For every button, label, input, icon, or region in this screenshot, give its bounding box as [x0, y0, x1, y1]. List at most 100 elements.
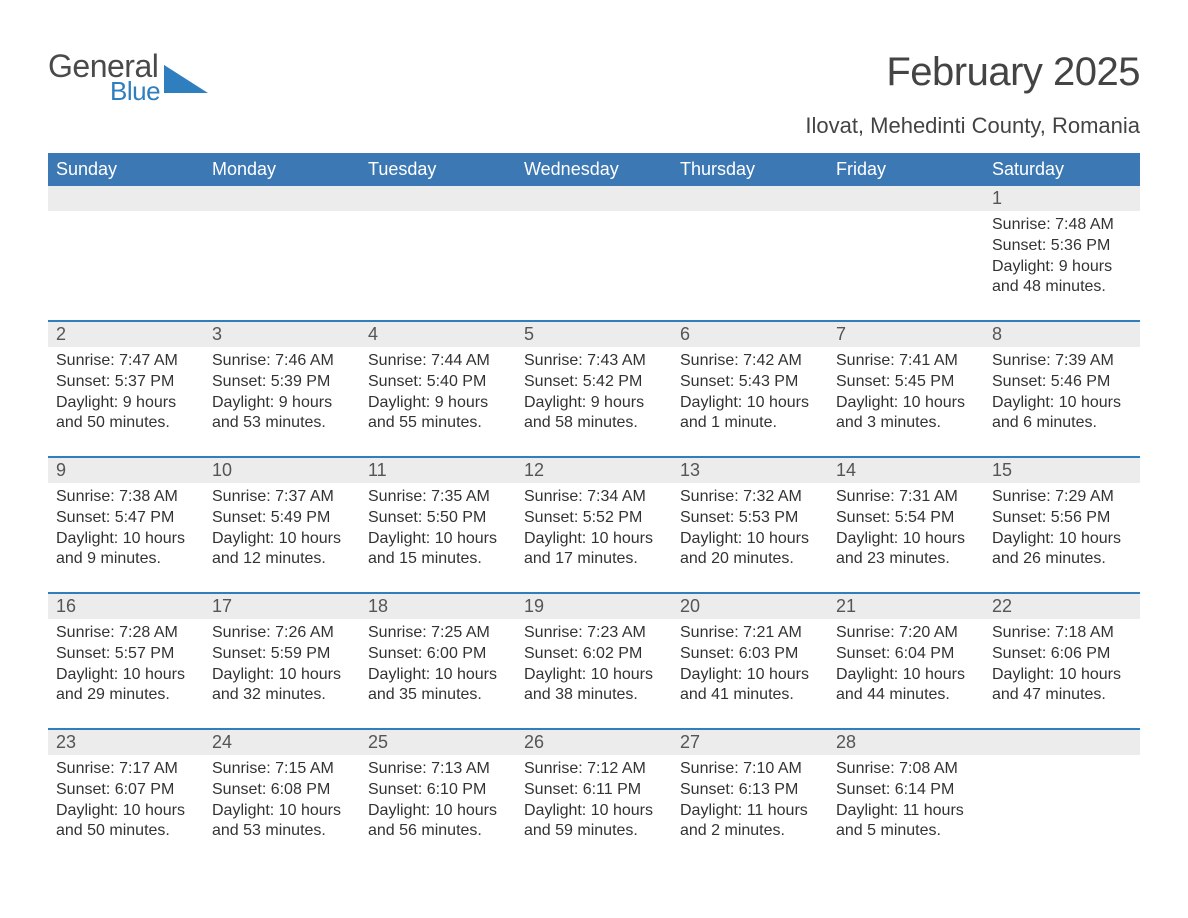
- day-number-row: 232425262728: [48, 729, 1140, 755]
- day-content-cell: Sunrise: 7:39 AMSunset: 5:46 PMDaylight:…: [984, 347, 1140, 457]
- sunset-text: Sunset: 5:45 PM: [836, 372, 976, 393]
- day-content-cell: Sunrise: 7:25 AMSunset: 6:00 PMDaylight:…: [360, 619, 516, 729]
- day-content-row: Sunrise: 7:38 AMSunset: 5:47 PMDaylight:…: [48, 483, 1140, 593]
- day-number-cell: 10: [204, 457, 360, 483]
- day-content-cell: [360, 211, 516, 321]
- day-content-cell: [48, 211, 204, 321]
- day-content-cell: Sunrise: 7:28 AMSunset: 5:57 PMDaylight:…: [48, 619, 204, 729]
- daylight-text: Daylight: 11 hours and 2 minutes.: [680, 801, 820, 843]
- sunset-text: Sunset: 6:02 PM: [524, 644, 664, 665]
- sunrise-text: Sunrise: 7:08 AM: [836, 759, 976, 780]
- daylight-text: Daylight: 10 hours and 17 minutes.: [524, 529, 664, 571]
- day-content-cell: Sunrise: 7:29 AMSunset: 5:56 PMDaylight:…: [984, 483, 1140, 593]
- day-content-row: Sunrise: 7:47 AMSunset: 5:37 PMDaylight:…: [48, 347, 1140, 457]
- sunrise-text: Sunrise: 7:26 AM: [212, 623, 352, 644]
- day-number-cell: [204, 186, 360, 211]
- sunrise-text: Sunrise: 7:10 AM: [680, 759, 820, 780]
- weekday-header: Monday: [204, 153, 360, 186]
- sunrise-text: Sunrise: 7:48 AM: [992, 215, 1132, 236]
- day-number-cell: 28: [828, 729, 984, 755]
- daylight-text: Daylight: 9 hours and 50 minutes.: [56, 393, 196, 435]
- sunset-text: Sunset: 5:49 PM: [212, 508, 352, 529]
- day-content-row: Sunrise: 7:48 AMSunset: 5:36 PMDaylight:…: [48, 211, 1140, 321]
- day-content-cell: Sunrise: 7:47 AMSunset: 5:37 PMDaylight:…: [48, 347, 204, 457]
- day-number-cell: 19: [516, 593, 672, 619]
- day-number-cell: [360, 186, 516, 211]
- day-content-cell: Sunrise: 7:35 AMSunset: 5:50 PMDaylight:…: [360, 483, 516, 593]
- sunrise-text: Sunrise: 7:15 AM: [212, 759, 352, 780]
- day-content-cell: Sunrise: 7:13 AMSunset: 6:10 PMDaylight:…: [360, 755, 516, 865]
- daylight-text: Daylight: 10 hours and 6 minutes.: [992, 393, 1132, 435]
- daylight-text: Daylight: 10 hours and 47 minutes.: [992, 665, 1132, 707]
- sunset-text: Sunset: 5:56 PM: [992, 508, 1132, 529]
- daylight-text: Daylight: 10 hours and 53 minutes.: [212, 801, 352, 843]
- sunset-text: Sunset: 5:46 PM: [992, 372, 1132, 393]
- day-number-cell: 7: [828, 321, 984, 347]
- day-number-cell: 21: [828, 593, 984, 619]
- sunset-text: Sunset: 5:36 PM: [992, 236, 1132, 257]
- daylight-text: Daylight: 10 hours and 12 minutes.: [212, 529, 352, 571]
- day-content-cell: Sunrise: 7:34 AMSunset: 5:52 PMDaylight:…: [516, 483, 672, 593]
- day-content-cell: Sunrise: 7:10 AMSunset: 6:13 PMDaylight:…: [672, 755, 828, 865]
- daylight-text: Daylight: 10 hours and 56 minutes.: [368, 801, 508, 843]
- day-number-cell: 24: [204, 729, 360, 755]
- sunrise-text: Sunrise: 7:32 AM: [680, 487, 820, 508]
- sunrise-text: Sunrise: 7:29 AM: [992, 487, 1132, 508]
- daylight-text: Daylight: 9 hours and 53 minutes.: [212, 393, 352, 435]
- day-number-cell: [48, 186, 204, 211]
- sunrise-text: Sunrise: 7:23 AM: [524, 623, 664, 644]
- day-content-cell: Sunrise: 7:26 AMSunset: 5:59 PMDaylight:…: [204, 619, 360, 729]
- day-content-cell: Sunrise: 7:12 AMSunset: 6:11 PMDaylight:…: [516, 755, 672, 865]
- daylight-text: Daylight: 10 hours and 3 minutes.: [836, 393, 976, 435]
- day-number-cell: 13: [672, 457, 828, 483]
- sunset-text: Sunset: 5:53 PM: [680, 508, 820, 529]
- day-content-cell: Sunrise: 7:43 AMSunset: 5:42 PMDaylight:…: [516, 347, 672, 457]
- day-number-cell: 26: [516, 729, 672, 755]
- day-number-cell: 18: [360, 593, 516, 619]
- day-number-cell: 4: [360, 321, 516, 347]
- sunrise-text: Sunrise: 7:42 AM: [680, 351, 820, 372]
- day-content-cell: Sunrise: 7:41 AMSunset: 5:45 PMDaylight:…: [828, 347, 984, 457]
- day-number-row: 9101112131415: [48, 457, 1140, 483]
- day-number-cell: 2: [48, 321, 204, 347]
- day-content-cell: Sunrise: 7:15 AMSunset: 6:08 PMDaylight:…: [204, 755, 360, 865]
- sunrise-text: Sunrise: 7:31 AM: [836, 487, 976, 508]
- month-title: February 2025: [805, 50, 1140, 95]
- sunset-text: Sunset: 5:40 PM: [368, 372, 508, 393]
- sunrise-text: Sunrise: 7:46 AM: [212, 351, 352, 372]
- sunrise-text: Sunrise: 7:18 AM: [992, 623, 1132, 644]
- daylight-text: Daylight: 10 hours and 1 minute.: [680, 393, 820, 435]
- weekday-header: Friday: [828, 153, 984, 186]
- sunrise-text: Sunrise: 7:34 AM: [524, 487, 664, 508]
- sunset-text: Sunset: 6:03 PM: [680, 644, 820, 665]
- sunset-text: Sunset: 6:00 PM: [368, 644, 508, 665]
- sunset-text: Sunset: 6:07 PM: [56, 780, 196, 801]
- day-content-cell: [204, 211, 360, 321]
- daylight-text: Daylight: 10 hours and 26 minutes.: [992, 529, 1132, 571]
- sunrise-text: Sunrise: 7:28 AM: [56, 623, 196, 644]
- day-number-cell: [828, 186, 984, 211]
- day-number-cell: [672, 186, 828, 211]
- day-content-cell: Sunrise: 7:42 AMSunset: 5:43 PMDaylight:…: [672, 347, 828, 457]
- day-number-cell: 6: [672, 321, 828, 347]
- day-content-cell: [516, 211, 672, 321]
- daylight-text: Daylight: 10 hours and 38 minutes.: [524, 665, 664, 707]
- sunset-text: Sunset: 6:14 PM: [836, 780, 976, 801]
- day-content-cell: Sunrise: 7:08 AMSunset: 6:14 PMDaylight:…: [828, 755, 984, 865]
- weekday-header: Tuesday: [360, 153, 516, 186]
- daylight-text: Daylight: 9 hours and 55 minutes.: [368, 393, 508, 435]
- logo: General Blue: [48, 50, 208, 104]
- weekday-header: Thursday: [672, 153, 828, 186]
- day-content-cell: Sunrise: 7:21 AMSunset: 6:03 PMDaylight:…: [672, 619, 828, 729]
- day-number-row: 1: [48, 186, 1140, 211]
- day-number-cell: [984, 729, 1140, 755]
- day-content-cell: Sunrise: 7:20 AMSunset: 6:04 PMDaylight:…: [828, 619, 984, 729]
- daylight-text: Daylight: 10 hours and 29 minutes.: [56, 665, 196, 707]
- day-number-row: 16171819202122: [48, 593, 1140, 619]
- sunset-text: Sunset: 6:13 PM: [680, 780, 820, 801]
- day-content-cell: [828, 211, 984, 321]
- daylight-text: Daylight: 9 hours and 58 minutes.: [524, 393, 664, 435]
- day-number-cell: 14: [828, 457, 984, 483]
- sunrise-text: Sunrise: 7:47 AM: [56, 351, 196, 372]
- logo-text-blue: Blue: [110, 78, 160, 104]
